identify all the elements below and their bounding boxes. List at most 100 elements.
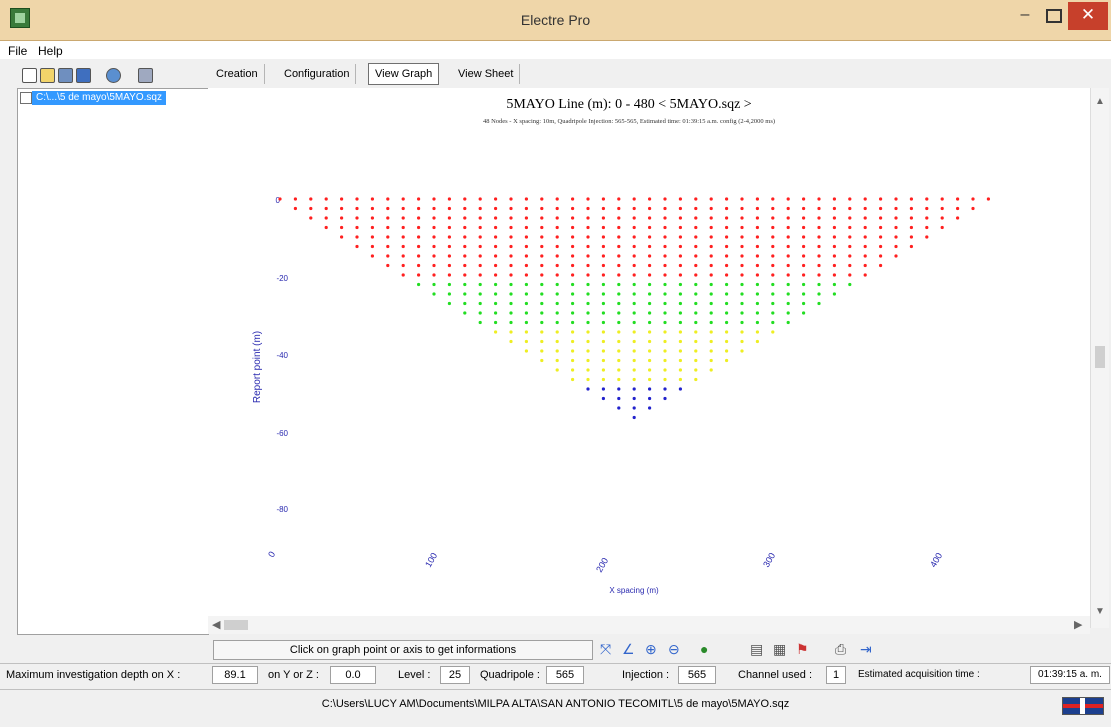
data-point[interactable] <box>386 225 390 230</box>
data-point[interactable] <box>617 244 621 249</box>
data-point[interactable] <box>832 225 837 230</box>
data-point[interactable] <box>509 339 513 344</box>
data-point[interactable] <box>524 235 528 239</box>
data-point[interactable] <box>571 273 575 277</box>
data-point[interactable] <box>632 377 636 382</box>
data-point[interactable] <box>463 254 467 258</box>
data-point[interactable] <box>555 244 559 249</box>
data-point[interactable] <box>571 320 575 325</box>
data-point[interactable] <box>586 273 590 277</box>
data-point[interactable] <box>309 216 313 220</box>
data-point[interactable] <box>463 197 467 201</box>
data-point[interactable] <box>524 197 528 201</box>
data-point[interactable] <box>632 339 636 344</box>
data-point[interactable] <box>417 282 421 287</box>
data-point[interactable] <box>601 235 605 239</box>
data-point[interactable] <box>740 301 744 306</box>
data-point[interactable] <box>632 320 636 325</box>
data-point[interactable] <box>694 339 698 344</box>
data-point[interactable] <box>817 301 821 306</box>
data-point[interactable] <box>555 301 559 306</box>
data-point[interactable] <box>694 225 698 230</box>
data-point[interactable] <box>663 358 667 363</box>
data-point[interactable] <box>571 282 575 287</box>
data-point[interactable] <box>663 339 667 344</box>
data-point[interactable] <box>863 263 867 268</box>
data-point[interactable] <box>571 216 575 220</box>
data-point[interactable] <box>663 292 667 296</box>
data-point[interactable] <box>601 282 605 287</box>
data-point[interactable] <box>494 225 498 230</box>
data-point[interactable] <box>894 244 898 249</box>
data-point[interactable] <box>755 244 760 249</box>
data-point[interactable] <box>586 292 590 296</box>
data-point[interactable] <box>586 387 590 391</box>
data-point[interactable] <box>617 406 621 410</box>
data-point[interactable] <box>617 368 621 372</box>
data-point[interactable] <box>848 263 852 268</box>
data-point[interactable] <box>678 225 682 230</box>
data-point[interactable] <box>678 387 682 391</box>
data-point[interactable] <box>617 330 621 334</box>
data-point[interactable] <box>725 254 729 258</box>
data-point[interactable] <box>355 216 359 220</box>
data-point[interactable] <box>832 197 837 201</box>
data-point[interactable] <box>802 263 806 268</box>
data-point[interactable] <box>571 377 575 382</box>
send-icon[interactable] <box>106 68 121 83</box>
data-point[interactable] <box>786 311 790 315</box>
data-point[interactable] <box>601 244 605 249</box>
data-point[interactable] <box>786 301 790 306</box>
data-point[interactable] <box>971 197 975 201</box>
chart-icon[interactable]: ▤ <box>750 641 764 657</box>
data-point[interactable] <box>386 216 390 220</box>
data-point[interactable] <box>617 377 621 382</box>
data-point[interactable] <box>571 301 575 306</box>
data-point[interactable] <box>386 206 390 211</box>
scroll-down-icon[interactable]: ▼ <box>1095 606 1105 617</box>
data-point[interactable] <box>771 282 775 287</box>
data-point[interactable] <box>709 254 713 258</box>
data-point[interactable] <box>817 197 821 201</box>
data-point[interactable] <box>555 254 559 258</box>
data-point[interactable] <box>648 197 652 201</box>
data-point[interactable] <box>678 292 682 296</box>
data-point[interactable] <box>848 197 852 201</box>
data-point[interactable] <box>709 349 713 353</box>
data-point[interactable] <box>555 235 559 239</box>
data-point[interactable] <box>417 225 421 230</box>
data-point[interactable] <box>740 206 744 211</box>
data-point[interactable] <box>740 311 744 315</box>
data-point[interactable] <box>324 197 328 201</box>
print-icon[interactable]: ⎙ <box>835 641 847 657</box>
data-point[interactable] <box>401 273 405 277</box>
data-point[interactable] <box>817 244 821 249</box>
data-point[interactable] <box>771 235 775 239</box>
data-point[interactable] <box>586 282 590 287</box>
data-point[interactable] <box>355 235 359 239</box>
data-point[interactable] <box>432 197 436 201</box>
data-point[interactable] <box>694 377 698 382</box>
record-icon[interactable]: ⚑ <box>796 641 809 657</box>
data-point[interactable] <box>617 216 621 220</box>
data-point[interactable] <box>771 311 775 315</box>
data-point[interactable] <box>571 206 575 211</box>
data-point[interactable] <box>678 206 682 211</box>
data-point[interactable] <box>555 358 559 363</box>
y-tick-80[interactable]: -80 <box>276 505 288 514</box>
data-point[interactable] <box>879 263 883 268</box>
data-point[interactable] <box>432 216 436 220</box>
data-point[interactable] <box>663 368 667 372</box>
data-point[interactable] <box>832 235 837 239</box>
data-point[interactable] <box>771 206 775 211</box>
data-point[interactable] <box>771 197 775 201</box>
data-point[interactable] <box>740 216 744 220</box>
data-point[interactable] <box>540 320 544 325</box>
data-point[interactable] <box>709 244 713 249</box>
data-point[interactable] <box>740 320 744 325</box>
data-point[interactable] <box>694 349 698 353</box>
data-point[interactable] <box>601 339 605 344</box>
data-point[interactable] <box>401 197 405 201</box>
data-point[interactable] <box>925 206 929 211</box>
data-point[interactable] <box>586 263 590 268</box>
